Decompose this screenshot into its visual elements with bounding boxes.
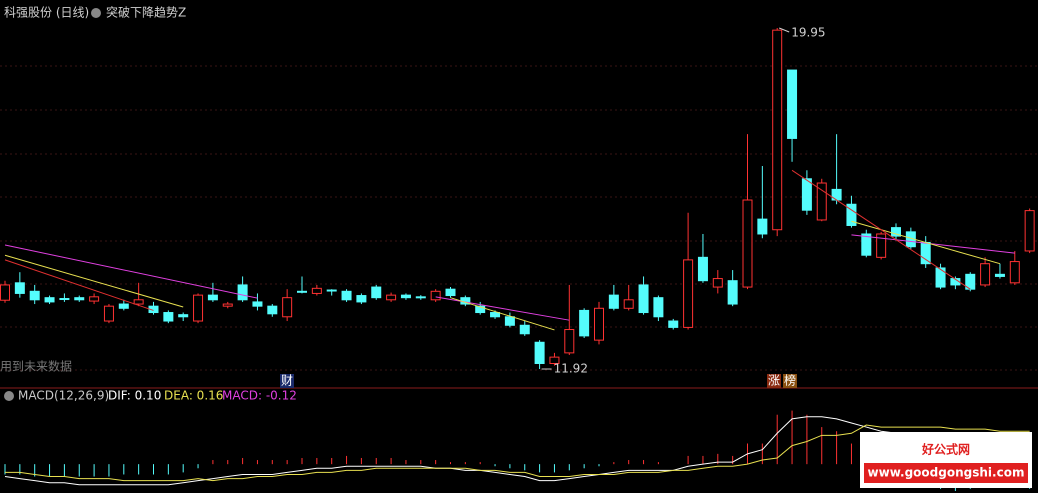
dif-label: DIF: 0.10 <box>108 389 161 403</box>
candle-body <box>564 329 575 354</box>
candle-body <box>772 29 783 231</box>
macd-params: MACD(12,26,9) <box>18 389 109 403</box>
future-note: 用到未来数据 <box>0 359 72 374</box>
high-label: 19.95 <box>791 26 825 40</box>
candle-body <box>89 296 100 302</box>
candle-body <box>712 278 723 288</box>
candle-body <box>519 324 530 335</box>
badge-text: 涨 <box>768 373 780 388</box>
watermark-url-box <box>864 463 1028 483</box>
candle-body <box>29 290 40 301</box>
candle-body <box>994 273 1005 277</box>
candle-body <box>341 290 352 301</box>
candle-body <box>683 259 694 328</box>
candle-body <box>876 233 887 258</box>
trend-line <box>435 296 570 321</box>
candle-body <box>1009 261 1020 284</box>
candle-body <box>400 294 411 299</box>
watermark-url: www.goodgongshi.com <box>868 466 1025 480</box>
badge <box>767 374 781 388</box>
watermark-title: 好公式网 <box>921 442 970 457</box>
macd-label: MACD: -0.12 <box>222 389 297 403</box>
candle-body <box>668 320 679 328</box>
candle-body <box>579 309 590 337</box>
trend-line <box>4 244 258 299</box>
candle-body <box>445 288 456 297</box>
trend-line <box>4 259 154 311</box>
candle-body <box>282 297 293 318</box>
candle-body <box>787 69 798 139</box>
candle-body <box>59 298 70 301</box>
candle-body <box>935 267 946 288</box>
candle-body <box>118 303 129 309</box>
candle-body <box>163 312 174 322</box>
candle-body <box>727 280 738 305</box>
candle-body <box>103 305 114 322</box>
candle-body <box>980 263 991 286</box>
indicator-icon[interactable] <box>91 8 101 18</box>
candle-body <box>697 256 708 282</box>
candle-body <box>207 294 218 301</box>
candle-body <box>74 297 85 301</box>
candle-body <box>891 227 901 237</box>
high-arrow <box>779 27 790 33</box>
candle-body <box>371 286 382 299</box>
candle-body <box>356 295 367 303</box>
candle-body <box>44 297 55 303</box>
low-label: 11.92 <box>554 362 588 376</box>
stock-title: 科强股份 (日线) <box>4 6 89 20</box>
candle-body <box>1024 210 1035 252</box>
candle-body <box>178 314 189 318</box>
candle-body <box>504 316 515 326</box>
dea-line <box>5 424 1030 482</box>
candle-body <box>430 290 441 301</box>
badge-text: 财 <box>281 374 293 388</box>
trend-line <box>851 220 1001 265</box>
candle-body <box>490 312 501 318</box>
candle-body <box>415 296 426 299</box>
candle-body <box>297 290 307 293</box>
grid <box>0 65 1038 371</box>
dea-label: DEA: 0.16 <box>164 389 223 403</box>
indicator-name[interactable]: 突破下降趋势Z <box>106 5 186 20</box>
trend-line <box>851 234 1015 254</box>
candle-body <box>133 299 144 305</box>
candle-body <box>193 294 204 322</box>
badge <box>280 374 294 388</box>
candle-body <box>742 199 753 288</box>
candle-body <box>549 356 560 364</box>
trend-line <box>450 297 555 331</box>
candle-body <box>861 233 872 256</box>
badge <box>783 374 797 388</box>
candle-body <box>801 178 812 211</box>
candle-body <box>638 284 649 314</box>
candle-body <box>14 282 25 294</box>
candle-body <box>846 203 857 226</box>
candle-body <box>0 284 10 301</box>
candle-body <box>326 289 337 292</box>
candle-body <box>267 305 278 315</box>
dif-line <box>4 416 1030 486</box>
trend-line <box>791 169 971 290</box>
candle-body <box>653 297 664 318</box>
candle-body <box>252 301 263 307</box>
candle-body <box>475 305 486 314</box>
candle-body <box>534 341 545 364</box>
candle-body <box>920 241 931 265</box>
badge-text: 榜 <box>784 373 796 388</box>
candle-body <box>608 294 619 309</box>
indicator-icon[interactable] <box>4 391 14 401</box>
candle-body <box>757 218 768 235</box>
trend-line <box>4 254 184 308</box>
candle-body <box>222 303 233 307</box>
candle-body <box>237 284 248 301</box>
candle-body <box>623 299 634 309</box>
candle-body <box>386 294 397 301</box>
candle-body <box>311 287 322 294</box>
candle-body <box>816 182 827 221</box>
candle-body <box>594 307 604 341</box>
